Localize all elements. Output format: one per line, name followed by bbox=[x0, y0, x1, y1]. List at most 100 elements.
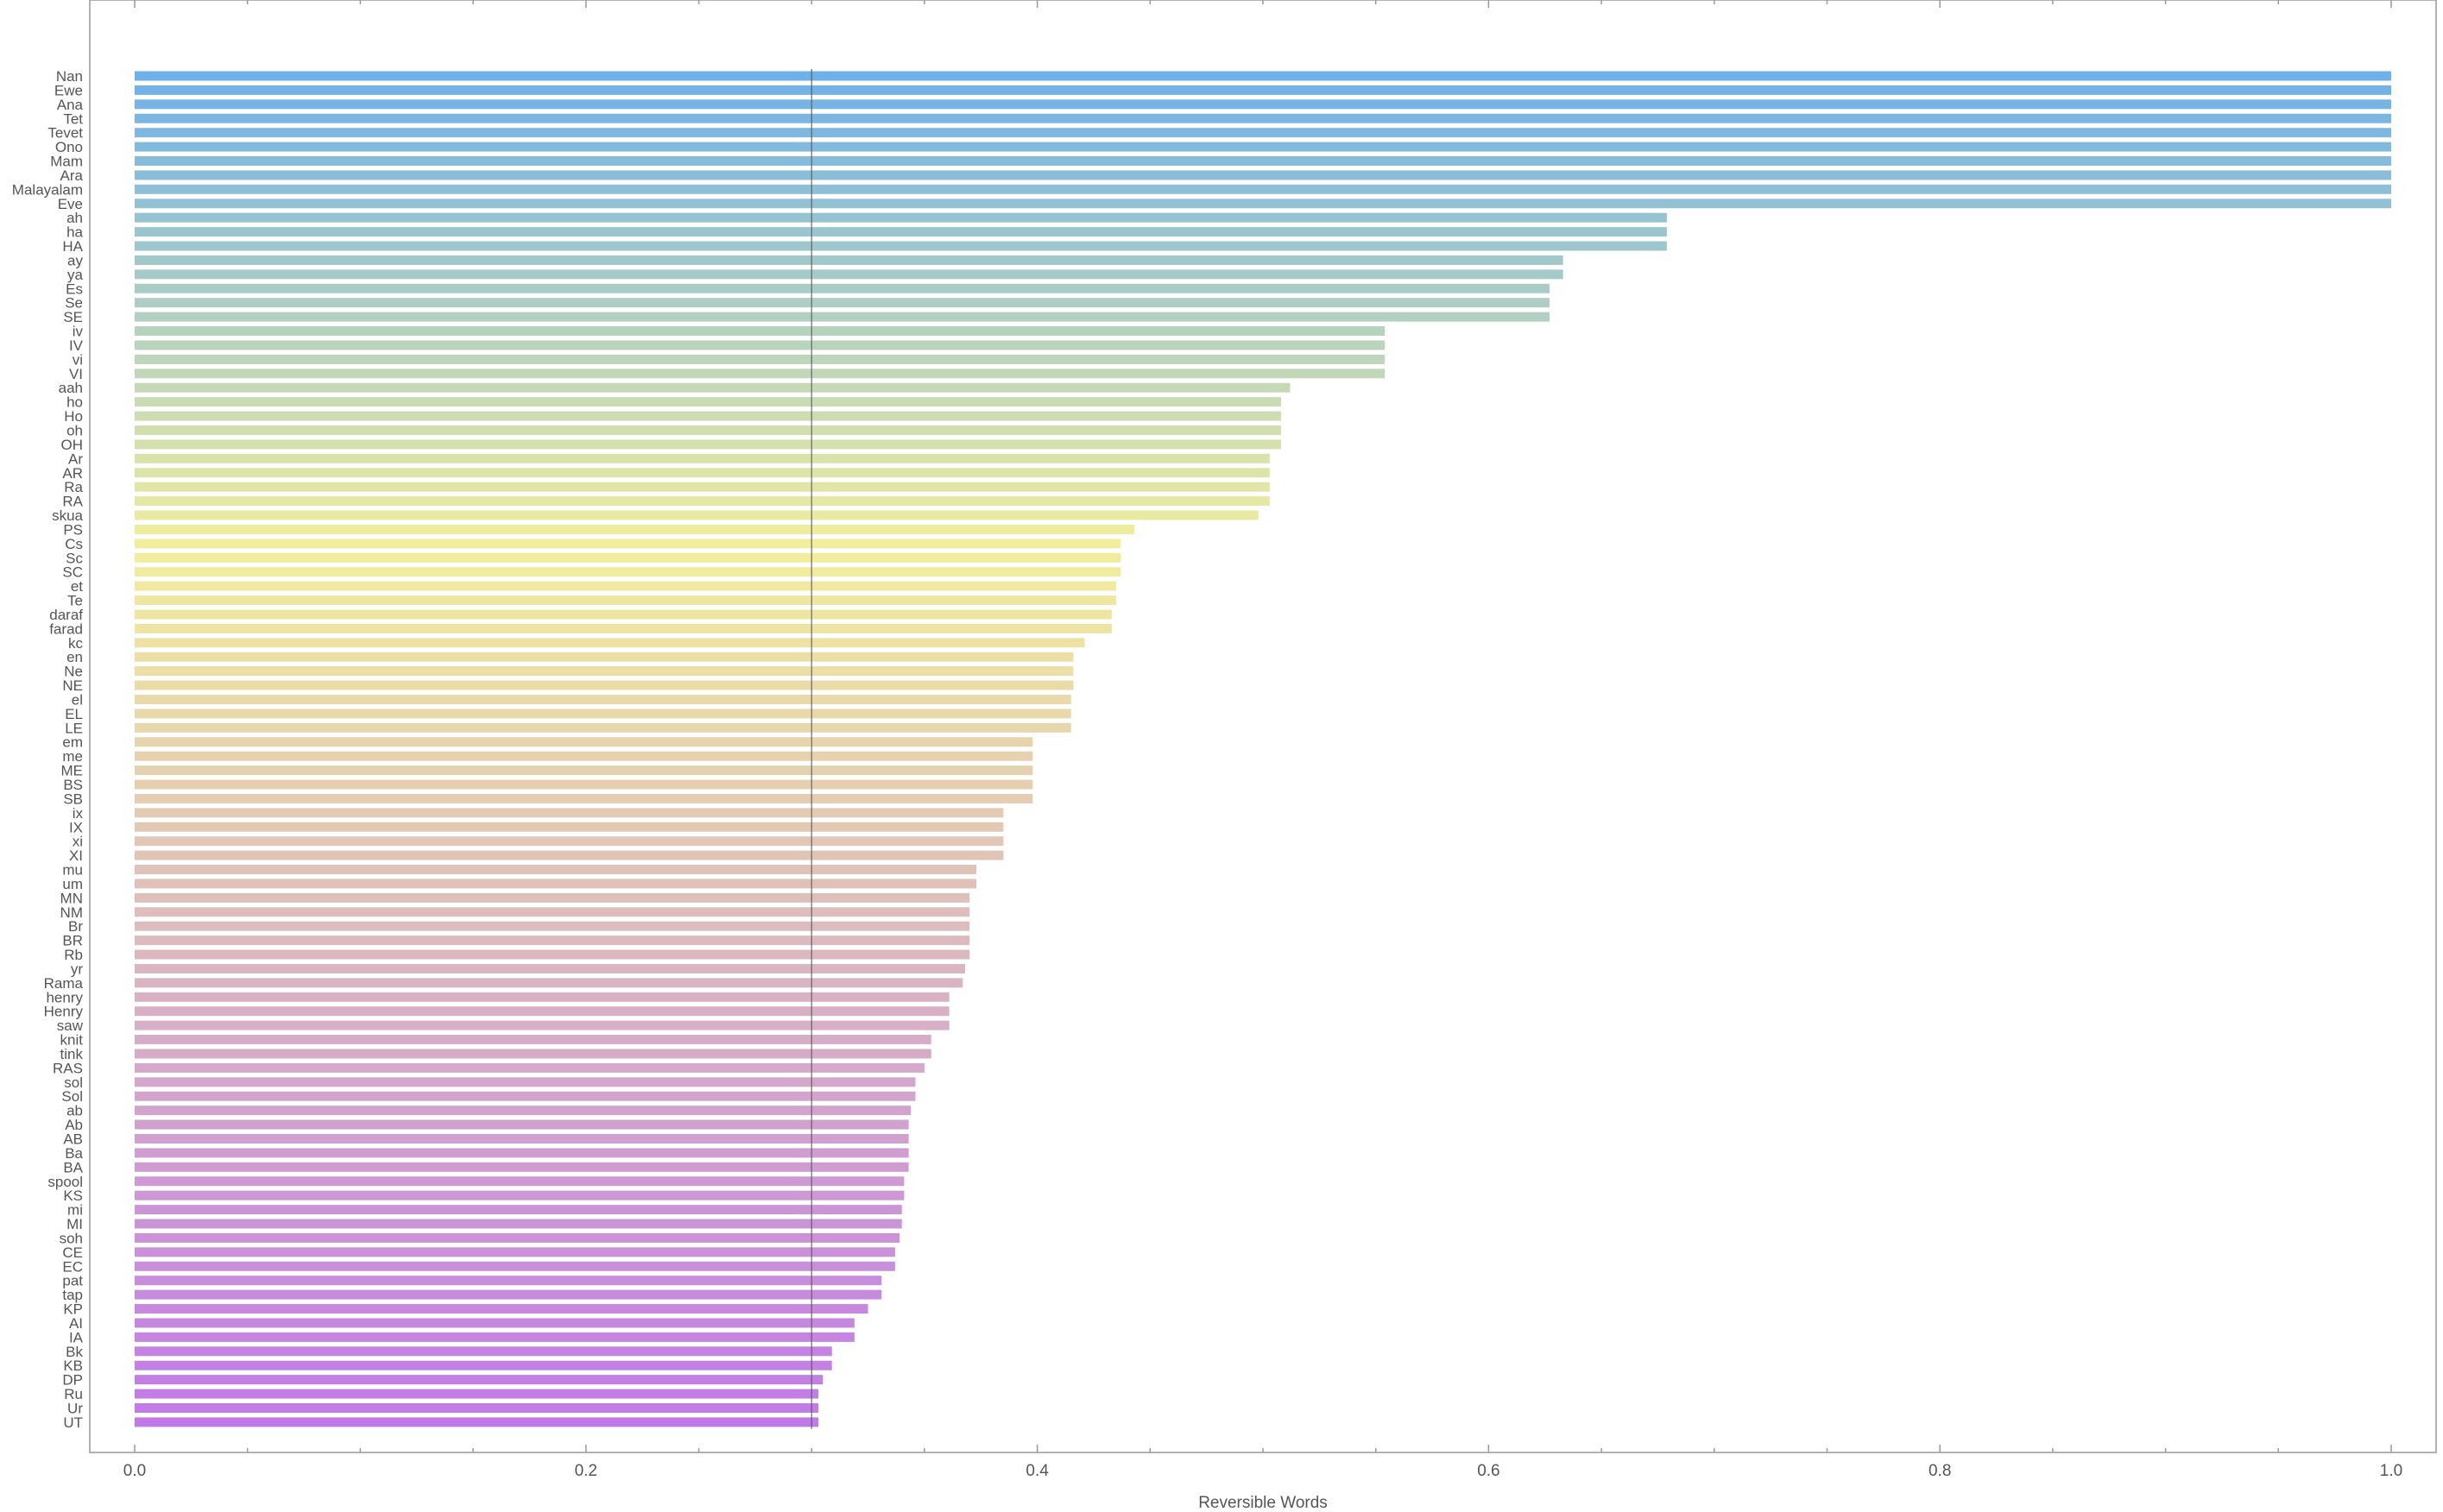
bar bbox=[135, 326, 1386, 337]
bar bbox=[135, 992, 950, 1002]
category-label: mi bbox=[67, 1202, 83, 1219]
category-label: soh bbox=[60, 1230, 83, 1246]
bar bbox=[135, 1091, 916, 1101]
bar bbox=[135, 609, 1112, 620]
category-label: ho bbox=[66, 394, 83, 411]
bar bbox=[135, 921, 970, 931]
category-label: UT bbox=[63, 1414, 83, 1431]
category-label: vi bbox=[73, 351, 83, 368]
category-label: Se bbox=[65, 295, 83, 312]
bar bbox=[135, 907, 970, 917]
category-label: RAS bbox=[53, 1060, 83, 1076]
bar bbox=[135, 1176, 905, 1187]
bar bbox=[135, 468, 1270, 478]
bar bbox=[135, 1219, 902, 1229]
bar bbox=[135, 680, 1074, 690]
category-label: Ab bbox=[65, 1117, 83, 1133]
category-label: KP bbox=[63, 1301, 83, 1318]
category-label: AR bbox=[62, 465, 83, 482]
bar bbox=[135, 808, 1004, 818]
bar bbox=[135, 822, 1004, 832]
category-label: SC bbox=[62, 564, 83, 581]
bar bbox=[135, 283, 1550, 293]
bar bbox=[135, 142, 2391, 152]
category-label: BA bbox=[63, 1159, 83, 1175]
bar bbox=[135, 751, 1033, 761]
category-label: IX bbox=[69, 819, 83, 835]
bar bbox=[135, 552, 1121, 563]
category-label: me bbox=[62, 748, 83, 765]
category-label: Bk bbox=[66, 1344, 83, 1360]
category-label: xi bbox=[73, 834, 83, 850]
category-label: skua bbox=[52, 507, 83, 524]
x-axis-label: Reversible Words bbox=[1198, 1494, 1328, 1512]
bar bbox=[135, 978, 963, 988]
bar bbox=[135, 836, 1004, 847]
bar bbox=[135, 1049, 931, 1059]
category-label: Rama bbox=[44, 975, 84, 992]
bar bbox=[135, 638, 1085, 648]
category-label: Ho bbox=[64, 408, 83, 425]
x-tick-label: 0.0 bbox=[123, 1462, 146, 1480]
category-label: Te bbox=[67, 593, 83, 609]
category-label: AI bbox=[69, 1315, 83, 1332]
x-tick-label: 0.4 bbox=[1026, 1462, 1049, 1480]
bar bbox=[135, 269, 1563, 280]
category-label: NM bbox=[60, 904, 83, 921]
category-label: DP bbox=[62, 1372, 83, 1389]
category-label: SE bbox=[63, 309, 83, 325]
category-label: Ba bbox=[65, 1145, 83, 1162]
bar bbox=[135, 879, 977, 889]
category-label: BR bbox=[62, 933, 83, 949]
x-tick-label: 0.2 bbox=[575, 1462, 597, 1480]
bar bbox=[135, 524, 1135, 534]
bar bbox=[135, 241, 1667, 251]
category-label: KS bbox=[63, 1188, 83, 1204]
bar bbox=[135, 453, 1270, 463]
bar bbox=[135, 1276, 882, 1286]
x-tick-label: 0.6 bbox=[1477, 1462, 1499, 1480]
category-label: Henry bbox=[44, 1004, 84, 1020]
category-label: knit bbox=[60, 1032, 84, 1049]
category-label: um bbox=[62, 876, 83, 892]
category-label: Mam bbox=[50, 154, 83, 170]
category-label: XI bbox=[69, 847, 83, 864]
bar bbox=[135, 1162, 909, 1172]
bar bbox=[135, 382, 1291, 393]
category-label: yr bbox=[71, 961, 84, 977]
category-label: em bbox=[62, 734, 83, 751]
category-label: en bbox=[66, 649, 83, 665]
x-tick-label: 1.0 bbox=[2380, 1462, 2402, 1480]
bar bbox=[135, 1332, 855, 1342]
category-label: mu bbox=[62, 862, 83, 879]
bar bbox=[135, 1375, 824, 1385]
category-label: tap bbox=[62, 1287, 83, 1303]
bar bbox=[135, 850, 1004, 860]
category-label: Rb bbox=[64, 947, 83, 963]
category-label: ay bbox=[67, 252, 83, 268]
bar bbox=[135, 1417, 819, 1427]
category-label: LE bbox=[65, 720, 83, 736]
category-label: ah bbox=[66, 210, 83, 226]
bar bbox=[135, 567, 1121, 577]
bar bbox=[135, 198, 2391, 209]
bar bbox=[135, 1134, 909, 1143]
category-label: daraf bbox=[49, 607, 83, 623]
bar bbox=[135, 1232, 900, 1243]
category-label: ab bbox=[66, 1103, 83, 1119]
category-labels-group: NanEweAnaTetTevetOnoMamAraMalayalamEveah… bbox=[12, 68, 84, 1431]
category-label: VI bbox=[69, 366, 83, 382]
bar bbox=[135, 1360, 832, 1370]
bar bbox=[135, 1190, 905, 1200]
bar bbox=[135, 496, 1270, 507]
category-label: HA bbox=[62, 238, 83, 255]
category-label: Nan bbox=[56, 68, 83, 85]
category-label: Ewe bbox=[54, 82, 83, 98]
bar bbox=[135, 482, 1270, 492]
bar bbox=[135, 510, 1259, 520]
bar bbox=[135, 425, 1281, 435]
category-label: Malayalam bbox=[12, 181, 83, 198]
category-label: ha bbox=[66, 224, 83, 241]
category-label: tink bbox=[60, 1046, 84, 1062]
